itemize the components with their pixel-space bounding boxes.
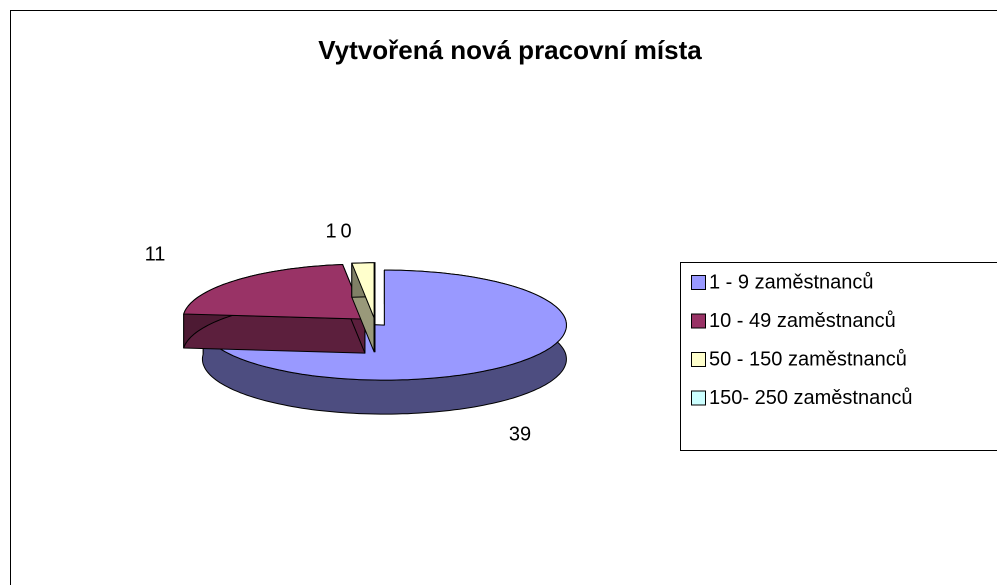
legend-label: 50 - 150 zaměstnanců	[709, 348, 907, 370]
legend-swatch	[691, 390, 706, 406]
data-label: 39	[509, 423, 531, 445]
slice	[183, 264, 366, 320]
legend-label: 1 - 9 zaměstnanců	[709, 271, 874, 293]
data-label: 0	[340, 220, 351, 242]
legend-label: 150- 250 zaměstnanců	[709, 387, 912, 409]
legend-label: 10 - 49 zaměstnanců	[709, 310, 896, 332]
slice	[351, 262, 375, 319]
chart-title: Vytvořená nová pracovní místa	[318, 35, 702, 65]
data-label: 1	[325, 220, 336, 242]
legend-swatch	[691, 313, 706, 329]
legend-box	[680, 262, 997, 451]
data-label: 11	[145, 243, 166, 265]
legend-swatch	[691, 352, 706, 367]
slice	[201, 269, 567, 381]
legend-swatch	[691, 275, 706, 290]
